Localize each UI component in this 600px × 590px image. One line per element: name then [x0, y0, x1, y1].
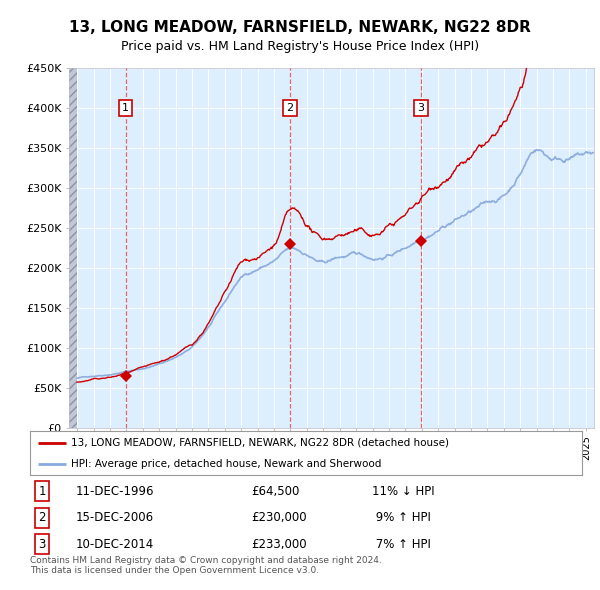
Text: HPI: Average price, detached house, Newark and Sherwood: HPI: Average price, detached house, Newa… — [71, 459, 382, 469]
Text: Contains HM Land Registry data © Crown copyright and database right 2024.
This d: Contains HM Land Registry data © Crown c… — [30, 556, 382, 575]
Text: 2: 2 — [38, 511, 46, 525]
Text: £233,000: £233,000 — [251, 537, 307, 551]
Text: 10-DEC-2014: 10-DEC-2014 — [75, 537, 154, 551]
Text: 11-DEC-1996: 11-DEC-1996 — [75, 484, 154, 498]
Text: 3: 3 — [38, 537, 46, 551]
Text: 15-DEC-2006: 15-DEC-2006 — [75, 511, 154, 525]
Text: 1: 1 — [38, 484, 46, 498]
Text: 2: 2 — [286, 103, 293, 113]
Bar — [69, 68, 77, 428]
Text: 7% ↑ HPI: 7% ↑ HPI — [372, 537, 431, 551]
Text: 11% ↓ HPI: 11% ↓ HPI — [372, 484, 435, 498]
Text: 9% ↑ HPI: 9% ↑ HPI — [372, 511, 431, 525]
Text: Price paid vs. HM Land Registry's House Price Index (HPI): Price paid vs. HM Land Registry's House … — [121, 40, 479, 53]
Text: £64,500: £64,500 — [251, 484, 299, 498]
Text: 1: 1 — [122, 103, 129, 113]
Text: 13, LONG MEADOW, FARNSFIELD, NEWARK, NG22 8DR (detached house): 13, LONG MEADOW, FARNSFIELD, NEWARK, NG2… — [71, 438, 449, 448]
Text: 13, LONG MEADOW, FARNSFIELD, NEWARK, NG22 8DR: 13, LONG MEADOW, FARNSFIELD, NEWARK, NG2… — [69, 21, 531, 35]
Text: 3: 3 — [418, 103, 424, 113]
Text: £230,000: £230,000 — [251, 511, 307, 525]
